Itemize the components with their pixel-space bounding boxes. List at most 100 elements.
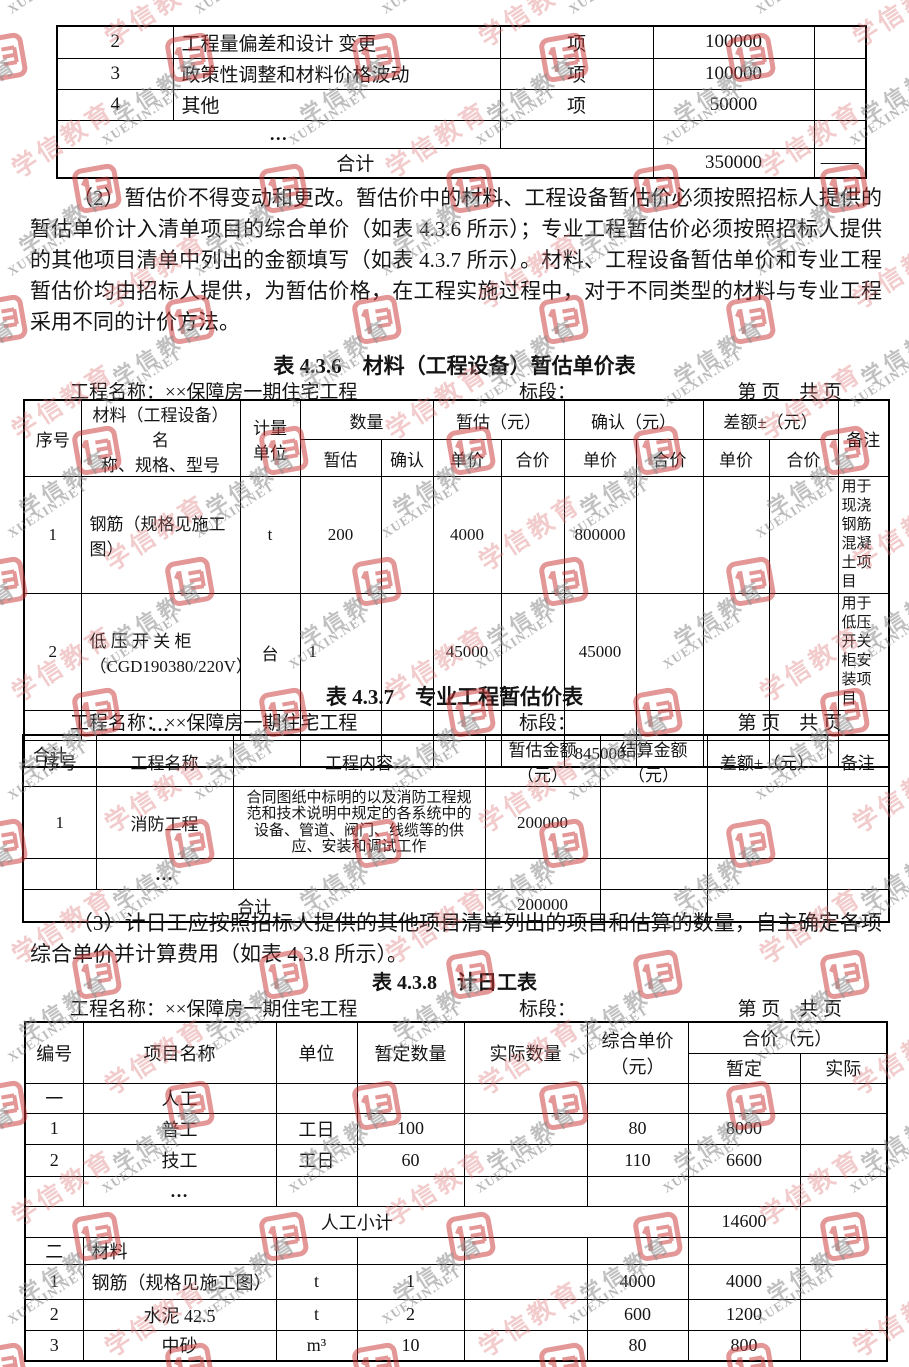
cell-subtotal-tentative: 14600 [687, 1205, 801, 1238]
table-row-total: 合计 200000 [22, 889, 890, 922]
table-row: 1 普工 工日 100 80 8000 [24, 1112, 888, 1145]
cell-unit: 项 [499, 57, 654, 90]
cell-empty [356, 1082, 465, 1114]
cell-empty [484, 858, 601, 890]
cell-seq: 3 [56, 57, 174, 90]
cell-empty [275, 1175, 358, 1207]
cell-seq: 一 [24, 1082, 84, 1114]
cell-empty [768, 476, 839, 594]
table-4-3-8-meta: 工程名称：××保障房一期住宅工程 标段： 第 页 共 页 [70, 994, 842, 1021]
header-confirm: 确认（元） [563, 399, 704, 441]
project-name: 工程名称：××保障房一期住宅工程 [70, 999, 358, 1020]
table-row: … [22, 858, 890, 890]
cell-seq: 2 [24, 1143, 84, 1177]
table-row-subtotal: 人工小计 14600 [24, 1205, 888, 1238]
table-row: … [56, 119, 867, 149]
cell-empty [799, 1205, 888, 1238]
cell-qty: 60 [356, 1143, 465, 1177]
cell-unit: 项 [499, 25, 654, 59]
header-seq: 序号 [23, 399, 82, 477]
table-row: 2 技工 工日 60 110 6600 [24, 1143, 888, 1177]
cell-qty: 10 [356, 1329, 465, 1362]
header-name: 项目名称 [82, 1021, 277, 1084]
table-4-3-8-title: 表 4.3.8 计日工表 [372, 972, 537, 994]
cell-empty [599, 786, 708, 859]
cell-total-tentative: 8000 [687, 1112, 801, 1145]
cell-seq: 2 [24, 1298, 84, 1331]
table-row: 4 其他 项 50000 [56, 88, 867, 121]
cell-seq: 1 [22, 786, 97, 859]
cell-total-amount: 350000 [652, 147, 815, 179]
section-label: 标段： [518, 999, 576, 1020]
cell-total-label: 合计 [56, 147, 654, 179]
cell-empty [799, 1236, 888, 1265]
cell-qty: 2 [356, 1298, 465, 1331]
cell-section-name: 人工 [82, 1082, 277, 1114]
cell-note: 用于现浇钢筋混凝土项目 [837, 476, 890, 594]
cell-qty-est: 1 [299, 593, 382, 711]
cell-name: 钢筋（规格见施工图） [82, 1263, 277, 1300]
cell-amount: 100000 [652, 57, 815, 90]
table-row: 1 钢筋（规格见施工图） t 1 4000 4000 [24, 1263, 888, 1300]
cell-content: 合同图纸中标明的以及消防工程规范和技术说明中规定的各系统中的设备、管道、阀门、线… [232, 786, 486, 859]
project-name: 工程名称：××保障房一期住宅工程 [70, 382, 358, 403]
header-name: 材料（工程设备）名 称、规格、型号 [80, 399, 241, 477]
header-settlement-amount: 结算金额（元） [599, 734, 708, 787]
cell-total-estimate: 200000 [484, 889, 601, 922]
subheader-total: 合价 [635, 439, 704, 477]
table-header-row: 编号 项目名称 单位 暂定数量 实际数量 综合单价 （元） 合价（元） [24, 1021, 888, 1084]
cell-empty [702, 593, 770, 711]
cell-empty [799, 1082, 888, 1114]
cell-amount: 100000 [652, 25, 815, 59]
cell-unit: t [275, 1263, 358, 1300]
table-section-row: 一 人工 [24, 1082, 888, 1114]
header-total: 合价（元） [687, 1021, 888, 1054]
cell-name: 低 压 开 关 柜 （CGD190380/220V） [80, 593, 241, 711]
cell-name: 消防工程 [95, 786, 234, 859]
cell-price-est: 4000 [432, 476, 502, 594]
cell-unit: 工日 [275, 1143, 358, 1177]
cell-price: 80 [586, 1112, 689, 1145]
subheader-qty-est: 暂估 [299, 439, 382, 477]
subheader-qty-conf: 确认 [380, 439, 434, 477]
cell-empty [687, 1175, 801, 1207]
page-label: 第 页 共 页 [737, 999, 842, 1020]
cell-empty [599, 858, 708, 890]
cell-total-label: 合计 [22, 889, 486, 922]
table-row-total: 合计 350000 —— [56, 147, 867, 179]
header-seq: 编号 [24, 1021, 84, 1084]
table-4-3-7-title: 表 4.3.7 专业工程暂估价表 [325, 685, 584, 709]
cell-empty [463, 1329, 588, 1362]
header-qty-actual: 实际数量 [463, 1021, 588, 1084]
cell-name: 其他 [172, 88, 501, 121]
subheader-actual: 实际 [799, 1052, 888, 1084]
cell-total-dash: —— [813, 147, 867, 179]
table-row: 3 中砂 m³ 10 80 800 [24, 1329, 888, 1362]
cell-empty [380, 593, 434, 711]
cell-seq: 1 [23, 476, 82, 594]
cell-name: 普工 [82, 1112, 277, 1145]
cell-empty [586, 1082, 689, 1114]
header-note: 备注 [826, 734, 890, 787]
cell-seq: 4 [56, 88, 174, 121]
paragraph-2: （2）暂估价不得变动和更改。暂估价中的材料、工程设备暂估价必须按照招标人提供的暂… [30, 186, 882, 334]
table-header-row: 序号 材料（工程设备）名 称、规格、型号 计量 单位 数量 暂估（元） 确认（元… [23, 399, 890, 477]
cell-empty [500, 476, 565, 594]
cell-unit: m³ [275, 1329, 358, 1362]
cell-empty [702, 476, 770, 594]
cell-empty [635, 476, 704, 594]
project-name: 工程名称：××保障房一期住宅工程 [70, 713, 358, 734]
subheader-total: 合价 [500, 439, 565, 477]
cell-empty [599, 889, 708, 922]
other-items-table: 2 工程量偏差和设计 变更 项 100000 3 政策性调整和材料价格波动 项 … [56, 25, 867, 179]
cell-empty [499, 119, 654, 149]
section-label: 标段： [518, 713, 576, 734]
cell-seq: 2 [23, 593, 82, 711]
cell-section-name: 材料 [82, 1236, 277, 1265]
cell-price: 80 [586, 1329, 689, 1362]
table-4-3-7-meta: 工程名称：××保障房一期住宅工程 标段： 第 页 共 页 [70, 708, 842, 735]
cell-empty [652, 119, 815, 149]
cell-empty [826, 786, 890, 859]
